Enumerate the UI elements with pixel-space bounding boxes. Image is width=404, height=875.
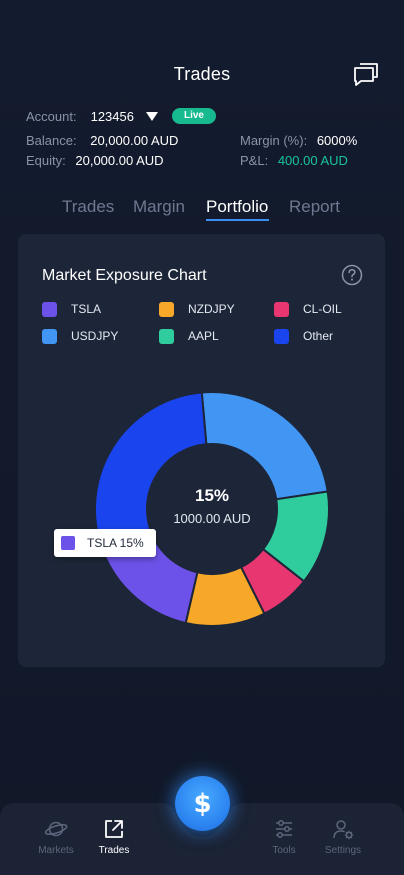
chat-bubbles-icon[interactable]	[352, 60, 380, 88]
legend-swatch	[42, 301, 57, 317]
legend-item-other[interactable]: Other	[274, 328, 333, 344]
account-selector: Account: 123456 Live	[26, 107, 216, 125]
balance-line: Balance: 20,000.00 AUD	[26, 133, 178, 148]
tab-report[interactable]: Report	[289, 197, 341, 216]
bottom-nav: Markets Trades	[0, 803, 404, 875]
card-title: Market Exposure Chart	[42, 267, 207, 284]
legend-label: USDJPY	[71, 329, 119, 343]
page-title: Trades	[173, 64, 231, 84]
nav-label: Markets	[38, 845, 74, 856]
donut-slice-other[interactable]	[94, 391, 208, 557]
legend-swatch	[159, 328, 174, 344]
margin-value: 6000%	[316, 133, 358, 148]
caret-down-icon[interactable]	[145, 111, 158, 121]
pl-line: P&L: 400.00 AUD	[240, 153, 348, 168]
market-exposure-card: Market Exposure Chart TSLA NZDJPY CL-OIL…	[18, 234, 385, 667]
nav-item-tools[interactable]: Tools	[254, 817, 314, 856]
margin-label: Margin (%):	[240, 133, 308, 148]
legend-label: Other	[303, 329, 334, 343]
equity-label: Equity:	[26, 153, 66, 168]
equity-line: Equity: 20,000.00 AUD	[26, 153, 164, 168]
nav-item-trades[interactable]: Trades	[84, 817, 144, 856]
dollar-icon: $	[193, 788, 212, 819]
chart-tooltip: TSLA 15%	[54, 529, 156, 557]
legend-label: TSLA	[71, 302, 102, 316]
legend-item-aapl[interactable]: AAPL	[159, 328, 219, 344]
equity-value: 20,000.00 AUD	[75, 153, 164, 168]
nav-label: Settings	[324, 845, 362, 856]
donut-slice-usdjpy[interactable]	[200, 391, 329, 501]
exposure-donut-chart: 15% 1000.00 AUD	[94, 391, 330, 627]
user-gear-icon	[331, 817, 355, 841]
bottom-nav-background	[0, 803, 404, 875]
tab-trades[interactable]: Trades	[62, 197, 115, 216]
question-circle-icon[interactable]	[341, 264, 363, 286]
nav-item-settings[interactable]: Settings	[313, 817, 373, 856]
external-link-icon	[102, 817, 126, 841]
center-percent: 15%	[195, 486, 229, 505]
planet-icon	[44, 817, 68, 841]
account-label: Account:	[26, 108, 77, 124]
nav-label: Tools	[272, 845, 296, 856]
legend-label: CL-OIL	[303, 302, 342, 316]
legend-label: NZDJPY	[188, 302, 235, 316]
center-amount: 1000.00 AUD	[173, 511, 250, 526]
nav-label: Trades	[98, 845, 130, 856]
margin-line: Margin (%): 6000%	[240, 133, 357, 148]
tooltip-swatch	[61, 536, 75, 550]
legend-item-nzdjpy[interactable]: NZDJPY	[159, 301, 235, 317]
legend-item-tsla[interactable]: TSLA	[42, 301, 101, 317]
legend-label: AAPL	[188, 329, 219, 343]
trade-action-button[interactable]: $	[175, 776, 230, 831]
balance-label: Balance:	[26, 133, 77, 148]
balance-value: 20,000.00 AUD	[90, 133, 179, 148]
tab-portfolio[interactable]: Portfolio	[206, 197, 269, 216]
active-tab-indicator	[206, 219, 269, 221]
sliders-icon	[272, 817, 296, 841]
pl-value: 400.00 AUD	[277, 153, 348, 168]
legend-item-cl-oil[interactable]: CL-OIL	[274, 301, 342, 317]
legend-item-usdjpy[interactable]: USDJPY	[42, 328, 118, 344]
tab-bar: Trades Margin Portfolio Report	[0, 197, 404, 223]
tab-margin[interactable]: Margin	[133, 197, 185, 216]
status-badge: Live	[171, 108, 216, 124]
legend-swatch	[42, 328, 57, 344]
legend-swatch	[274, 301, 289, 317]
nav-item-markets[interactable]: Markets	[26, 817, 86, 856]
legend-swatch	[274, 328, 289, 344]
account-number[interactable]: 123456	[90, 108, 134, 124]
tooltip-text: TSLA 15%	[87, 536, 144, 550]
legend-swatch	[159, 301, 174, 317]
pl-label: P&L:	[240, 153, 269, 168]
